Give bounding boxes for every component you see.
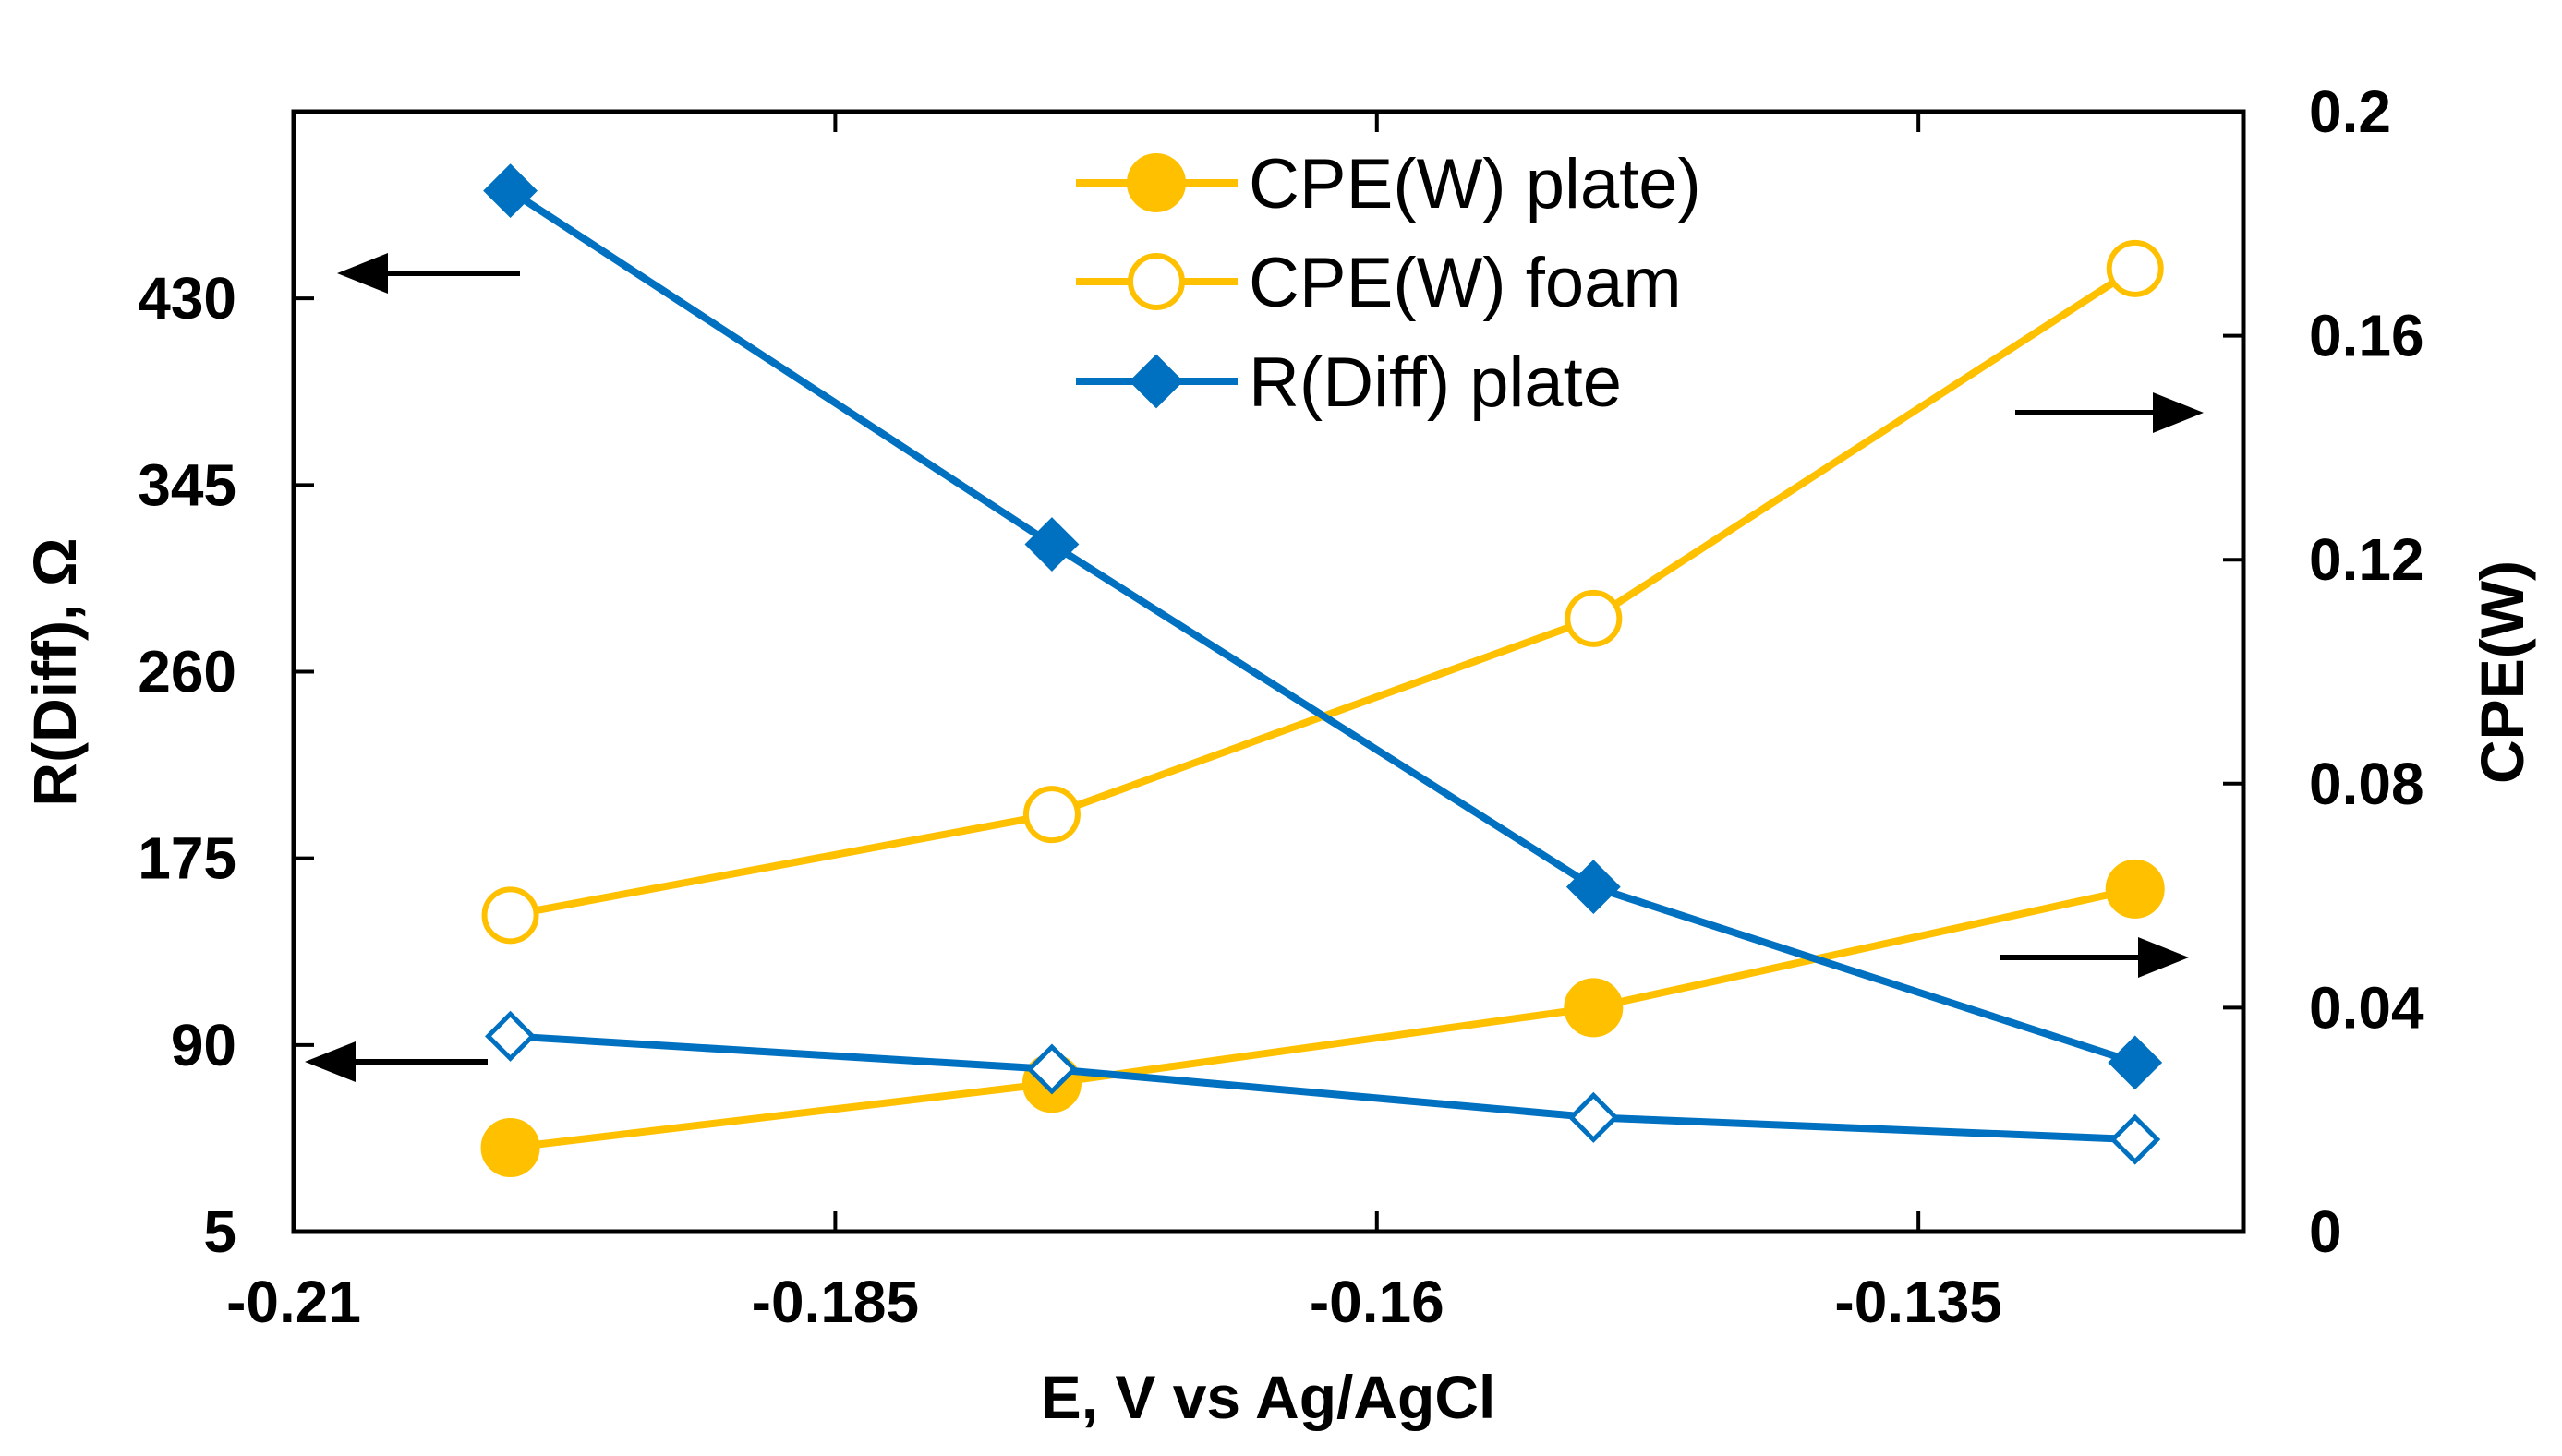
data-point bbox=[485, 1010, 537, 1062]
legend-marker bbox=[1128, 253, 1185, 310]
y-right-tick-label: 0.04 bbox=[2309, 974, 2424, 1041]
series-line bbox=[508, 187, 2136, 1066]
legend-marker bbox=[1129, 354, 1184, 409]
x-tick-label: -0.21 bbox=[226, 1269, 361, 1335]
arrow-left-icon bbox=[305, 1041, 488, 1082]
arrow-head bbox=[2153, 392, 2204, 433]
arrow-right-icon bbox=[2015, 392, 2204, 433]
y-right-tick-label: 0.16 bbox=[2309, 303, 2424, 369]
arrow-head bbox=[2138, 937, 2189, 978]
series-line bbox=[510, 1032, 2135, 1144]
data-point bbox=[1564, 978, 1624, 1038]
data-point bbox=[2105, 859, 2165, 919]
y-left-tick-label: 90 bbox=[171, 1012, 236, 1078]
data-point bbox=[1565, 860, 1621, 915]
data-point bbox=[2108, 1035, 2163, 1090]
y-axis-left-title: R(Diff), Ω bbox=[20, 537, 89, 806]
y-right-tick-label: 0 bbox=[2309, 1198, 2342, 1265]
y-axis-right-title: CPE(W) bbox=[2468, 560, 2536, 784]
x-tick-label: -0.135 bbox=[1834, 1269, 2001, 1335]
y-left-tick-label: 260 bbox=[138, 639, 236, 705]
data-point bbox=[1026, 1043, 1078, 1095]
arrow-head bbox=[305, 1041, 356, 1082]
y-left-tick-label: 175 bbox=[138, 825, 236, 892]
legend-entry: R(Diff) plate bbox=[1076, 343, 1622, 422]
data-point bbox=[481, 886, 539, 945]
data-point bbox=[1022, 786, 1081, 844]
legend-label: CPE(W) foam bbox=[1249, 244, 1682, 322]
annotation-layer bbox=[305, 253, 2204, 1082]
legend-entry: CPE(W) foam bbox=[1076, 244, 1682, 322]
data-point bbox=[483, 163, 538, 219]
ticks-layer: -0.21 -0.185 -0.16 -0.135 5 90 175 260 345 430 0 0.… bbox=[138, 78, 2424, 1335]
legend-layer: CPE(W) plate) CPE(W) foam R(Diff) plate bbox=[1076, 145, 1701, 422]
arrow-right-icon bbox=[2000, 937, 2189, 978]
data-point bbox=[1567, 1091, 1619, 1143]
legend-marker bbox=[1127, 153, 1186, 212]
data-point bbox=[1024, 517, 1080, 572]
arrow-left-icon bbox=[337, 253, 520, 294]
data-point bbox=[1565, 589, 1623, 647]
arrow-head bbox=[337, 253, 388, 294]
legend-label: CPE(W) plate) bbox=[1249, 145, 1701, 223]
data-point bbox=[480, 1118, 540, 1178]
x-tick-label: -0.185 bbox=[752, 1269, 919, 1335]
y-right-tick-label: 0.08 bbox=[2309, 751, 2424, 817]
y-left-tick-label: 345 bbox=[138, 451, 236, 518]
y-right-tick-label: 0.2 bbox=[2309, 78, 2391, 145]
series-r-diff-plate bbox=[483, 163, 2163, 1090]
x-axis-title: E, V vs Ag/AgCl bbox=[1041, 1363, 1496, 1431]
series-layer bbox=[480, 163, 2165, 1178]
data-point bbox=[2106, 239, 2164, 297]
series-line bbox=[510, 884, 2136, 1151]
y-left-tick-label: 430 bbox=[138, 265, 236, 331]
y-right-tick-label: 0.12 bbox=[2309, 526, 2424, 593]
y-left-tick-label: 5 bbox=[203, 1198, 236, 1265]
legend-label: R(Diff) plate bbox=[1249, 343, 1622, 422]
series-r-diff-foam bbox=[485, 1010, 2161, 1165]
data-point bbox=[2109, 1113, 2161, 1165]
legend-entry: CPE(W) plate) bbox=[1076, 145, 1701, 223]
x-tick-label: -0.16 bbox=[1310, 1269, 1444, 1335]
